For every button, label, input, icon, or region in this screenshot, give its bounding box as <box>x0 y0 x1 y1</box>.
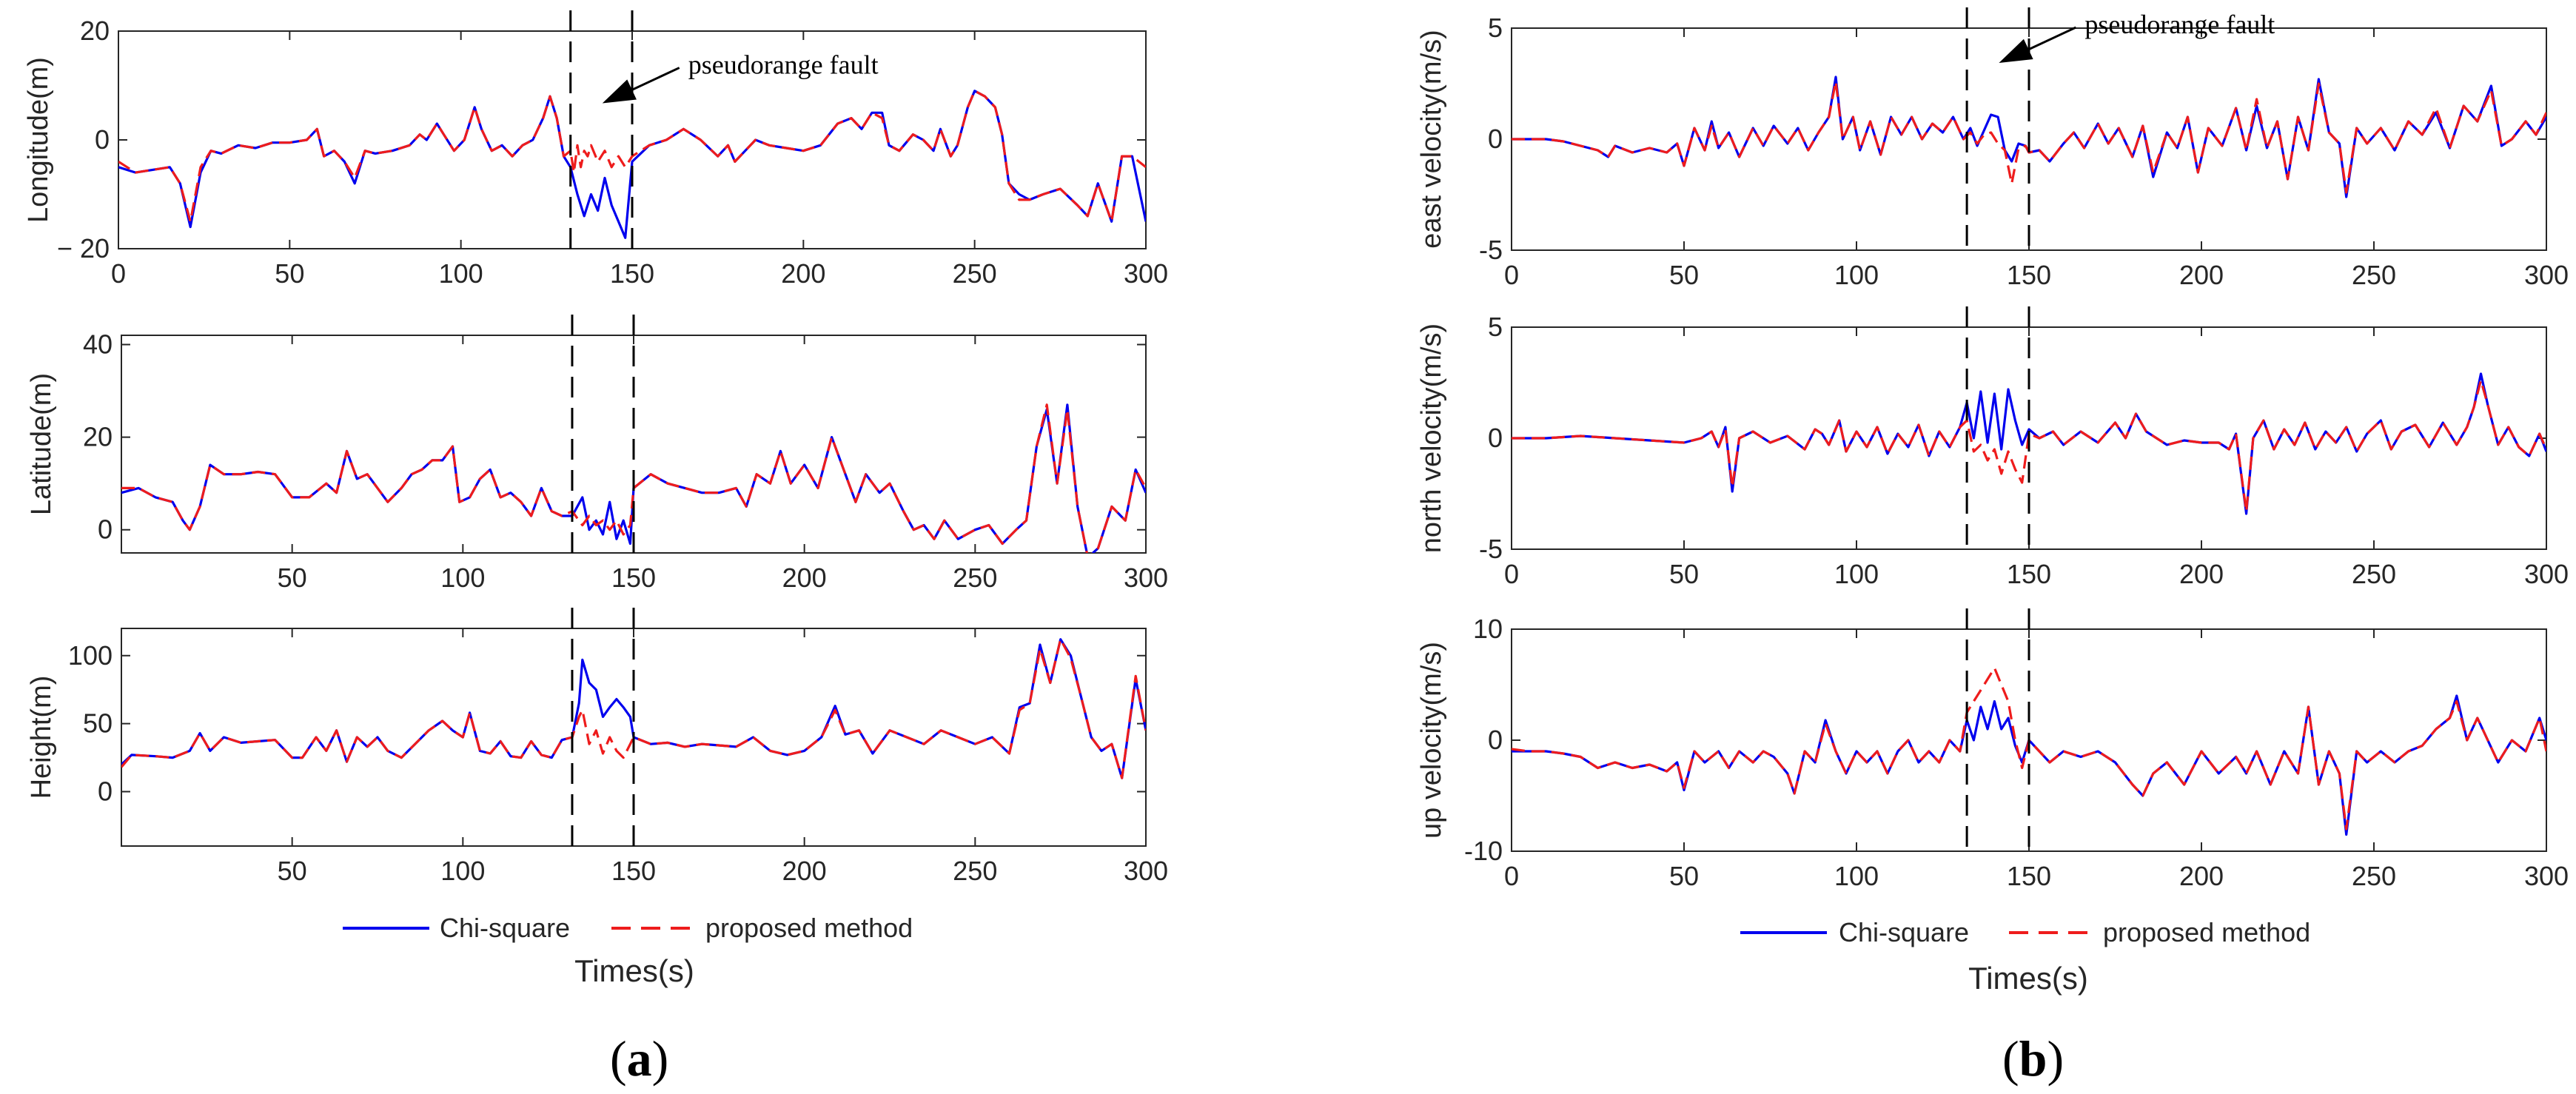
x-tick-label: 300 <box>1124 258 1168 289</box>
series-line-proposed-method <box>1512 379 2546 513</box>
x-tick-label: 0 <box>1504 260 1519 290</box>
x-tick-label: 150 <box>2007 861 2051 891</box>
y-tick-label: 0 <box>95 124 110 155</box>
x-tick-label: 300 <box>2524 260 2569 290</box>
x-tick-label: 150 <box>610 258 654 289</box>
x-tick-label: 50 <box>1669 260 1699 290</box>
y-tick-label: 20 <box>80 16 110 46</box>
x-tick-label: 50 <box>278 563 307 593</box>
x-tick-label: 200 <box>2179 861 2224 891</box>
y-tick-label: 5 <box>1488 312 1503 342</box>
series-line-proposed-method <box>1512 80 2546 194</box>
x-tick-label: 300 <box>2524 559 2569 589</box>
x-tick-label: 200 <box>782 563 827 593</box>
y-tick-label: -5 <box>1479 534 1503 564</box>
y-tick-label: 0 <box>98 776 113 807</box>
x-tick-label: 100 <box>1834 861 1879 891</box>
x-tick-label: 100 <box>1834 260 1879 290</box>
legend-a-proposed-label: proposed method <box>705 913 913 943</box>
y-tick-label: 100 <box>68 640 113 671</box>
y-tick-label: -5 <box>1479 235 1503 265</box>
y-tick-label: 20 <box>83 422 113 452</box>
x-tick-label: 100 <box>439 258 483 289</box>
x-tick-label: 250 <box>2352 260 2396 290</box>
x-tick-label: 250 <box>953 258 997 289</box>
xlabel-a: Times(s) <box>574 953 694 988</box>
x-tick-label: 150 <box>611 563 656 593</box>
x-tick-label: 50 <box>1669 559 1699 589</box>
y-axis-label: up velocity(m/s) <box>1416 642 1447 839</box>
legend-b-chi-label: Chi-square <box>1839 917 1969 947</box>
y-tick-label: 0 <box>98 514 113 545</box>
panel-label-b-letter: b <box>2019 1030 2047 1087</box>
y-axis-label: Longitude(m) <box>23 57 54 223</box>
y-tick-label: 0 <box>1488 423 1503 453</box>
y-tick-label: 40 <box>83 329 113 360</box>
y-tick-label: 5 <box>1488 13 1503 43</box>
x-tick-label: 0 <box>111 258 126 289</box>
annotation-label: pseudorange fault <box>688 50 879 80</box>
annotation-arrow-head <box>602 79 637 104</box>
series-line-proposed-method <box>121 638 1146 779</box>
x-tick-label: 300 <box>1124 563 1168 593</box>
y-axis-label: Latitude(m) <box>26 373 57 515</box>
xlabel-b: Times(s) <box>1968 961 2088 996</box>
x-tick-label: 100 <box>1834 559 1879 589</box>
x-tick-label: 0 <box>1504 861 1519 891</box>
y-tick-label: 10 <box>1473 614 1503 644</box>
x-tick-label: 200 <box>781 258 825 289</box>
x-tick-label: 150 <box>2007 559 2051 589</box>
x-tick-label: 100 <box>440 856 485 886</box>
x-tick-label: 300 <box>1124 856 1168 886</box>
legend-b: Chi-square proposed method <box>1740 917 2310 947</box>
x-tick-label: 250 <box>953 563 997 593</box>
x-tick-label: 200 <box>2179 260 2224 290</box>
y-tick-label: 0 <box>1488 725 1503 755</box>
y-axis-label: north velocity(m/s) <box>1416 323 1447 553</box>
x-tick-label: 200 <box>2179 559 2224 589</box>
x-tick-label: 150 <box>2007 260 2051 290</box>
x-tick-label: 50 <box>1669 861 1699 891</box>
x-tick-label: 50 <box>275 258 304 289</box>
x-tick-label: 200 <box>782 856 827 886</box>
axes-a-hgt: 50 100 150 200 250 300 0 50 100 Height(m) <box>26 608 1168 886</box>
legend-b-proposed-label: proposed method <box>2103 917 2310 947</box>
y-tick-label: -10 <box>1464 836 1503 866</box>
annotation-label: pseudorange fault <box>2084 10 2275 39</box>
series-line-proposed-method <box>121 403 1146 553</box>
panel-label-b: (b) <box>2002 1030 2064 1087</box>
x-tick-label: 250 <box>953 856 997 886</box>
x-tick-label: 250 <box>2352 861 2396 891</box>
x-tick-label: 300 <box>2524 861 2569 891</box>
series-line-proposed-method <box>118 90 1146 223</box>
annotation-arrow-head <box>1999 38 2033 63</box>
series-line-proposed-method <box>1512 666 2546 830</box>
x-tick-label: 0 <box>1504 559 1519 589</box>
x-tick-label: 100 <box>440 563 485 593</box>
y-tick-label: 50 <box>83 708 113 739</box>
legend-a-chi-label: Chi-square <box>440 913 570 943</box>
y-axis-label: east velocity(m/s) <box>1416 30 1447 249</box>
legend-a: Chi-square proposed method <box>343 913 913 943</box>
y-axis-label: Height(m) <box>26 676 57 799</box>
panel-label-a: (a) <box>610 1030 668 1087</box>
axes-a-lat: 50 100 150 200 250 300 0 20 40 Latitude(m) <box>26 315 1168 593</box>
x-tick-label: 250 <box>2352 559 2396 589</box>
y-tick-label: − 20 <box>57 233 110 264</box>
y-tick-label: 0 <box>1488 124 1503 154</box>
x-tick-label: 50 <box>278 856 307 886</box>
panel-label-a-letter: a <box>627 1030 652 1087</box>
x-tick-label: 150 <box>611 856 656 886</box>
